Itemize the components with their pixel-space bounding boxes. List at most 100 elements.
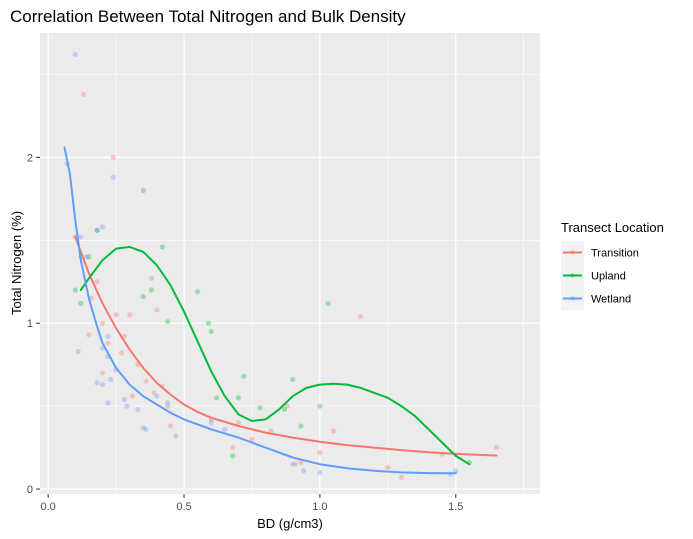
point-wetland (208, 420, 214, 426)
point-wetland (124, 403, 130, 409)
x-tick-label: 0.0 (41, 501, 56, 513)
point-wetland (143, 426, 149, 432)
point-transition (493, 444, 500, 451)
point-transition (330, 428, 337, 434)
point-transition (94, 279, 100, 285)
point-transition (86, 332, 92, 338)
point-transition (118, 350, 125, 356)
point-upland (72, 287, 78, 293)
point-wetland (99, 224, 106, 230)
x-axis-ticks: 0.0 0.5 1.0 1.5 (41, 494, 463, 513)
x-tick-label: 1.5 (448, 501, 463, 513)
smooth-lines (63, 146, 498, 475)
plot-panel (40, 33, 540, 494)
point-wetland (99, 381, 106, 388)
point-upland (159, 244, 165, 250)
point-transition (154, 307, 160, 313)
point-transition (284, 403, 290, 409)
legend-label-transition: Transition (591, 248, 639, 260)
point-wetland (105, 400, 111, 406)
point-transition (398, 474, 405, 481)
point-transition (99, 370, 106, 376)
point-wetland (105, 333, 111, 340)
point-wetland (83, 254, 89, 260)
point-wetland (135, 406, 141, 413)
point-transition (110, 154, 116, 160)
point-upland (241, 373, 247, 379)
point-upland (317, 403, 323, 409)
point-transition (298, 459, 304, 466)
point-transition (151, 390, 157, 396)
point-wetland (148, 275, 155, 282)
point-upland (290, 376, 296, 383)
point-transition (358, 313, 364, 320)
point-transition (317, 449, 323, 456)
point-wetland (290, 461, 296, 467)
point-upland (148, 287, 155, 293)
point-wetland (94, 227, 100, 233)
point-wetland (108, 376, 114, 383)
point-wetland (154, 393, 160, 399)
point-upland (208, 328, 214, 335)
point-transition (99, 320, 106, 326)
y-axis-ticks: 0 1 2 (27, 152, 40, 496)
legend: Transect Location Transition Upland Wetlan… (561, 220, 664, 310)
point-upland (94, 227, 100, 233)
point-wetland (165, 400, 171, 406)
x-tick-label: 0.5 (176, 501, 191, 513)
point-upland (257, 405, 263, 411)
legend-label-wetland: Wetland (591, 294, 631, 306)
point-upland (195, 289, 201, 295)
point-upland (235, 395, 241, 401)
point-wetland (110, 174, 116, 180)
point-transition (230, 444, 236, 451)
point-transition (292, 461, 299, 467)
legend-label-upland: Upland (591, 271, 626, 283)
point-upland (214, 395, 220, 401)
point-upland (78, 300, 84, 306)
point-transition (165, 403, 171, 409)
smooth-line-upland (79, 245, 471, 466)
point-wetland (75, 348, 81, 354)
legend-dot-wetland (570, 296, 575, 301)
y-tick-label: 1 (27, 318, 33, 330)
point-upland (86, 254, 92, 260)
x-axis-title: BD (g/cm3) (257, 516, 323, 531)
point-wetland (94, 380, 100, 386)
point-transition (80, 91, 87, 97)
legend-dot-upland (570, 273, 575, 278)
point-upland (230, 453, 236, 459)
point-wetland (222, 426, 228, 432)
grid-minor (40, 33, 540, 494)
point-transition (143, 378, 149, 384)
point-wetland (453, 468, 459, 474)
y-tick-label: 2 (27, 152, 33, 164)
point-transition (268, 428, 274, 434)
point-transition (385, 464, 391, 471)
point-upland (298, 423, 304, 429)
grid-major (40, 33, 540, 494)
smooth-line-transition (74, 236, 498, 457)
y-tick-label: 0 (27, 484, 33, 496)
point-wetland (173, 433, 179, 439)
point-transition (235, 420, 241, 426)
point-upland (205, 320, 212, 326)
point-upland (325, 300, 331, 306)
x-tick-label: 1.0 (312, 501, 327, 513)
point-wetland (140, 425, 146, 431)
point-wetland (300, 468, 307, 474)
legend-items: Transition Upland Wetland (561, 241, 639, 310)
chart-title: Correlation Between Total Nitrogen and B… (10, 7, 406, 26)
smooth-line-wetland (63, 146, 457, 475)
point-transition (249, 436, 255, 442)
point-wetland (121, 396, 127, 403)
point-wetland (72, 51, 78, 58)
point-wetland (317, 469, 323, 476)
point-transition (127, 312, 133, 318)
point-upland (165, 318, 171, 325)
legend-dot-transition (570, 250, 575, 255)
point-upland (140, 187, 146, 194)
point-transition (129, 393, 135, 399)
point-transition (105, 340, 111, 346)
